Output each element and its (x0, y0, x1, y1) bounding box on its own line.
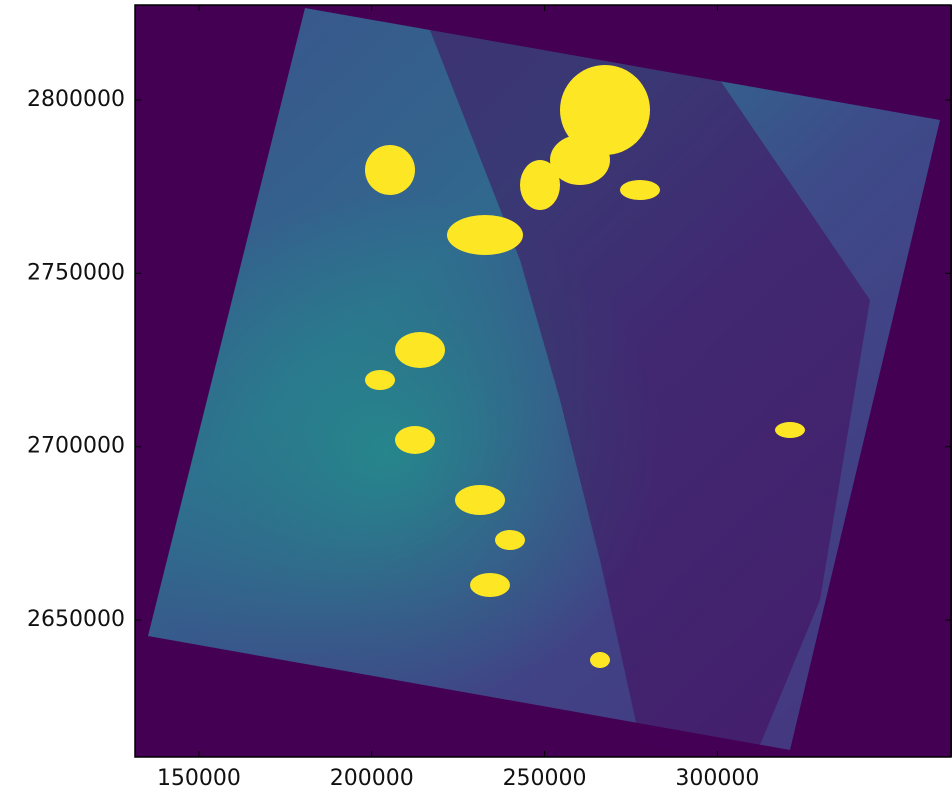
x-tick-label: 200000 (330, 766, 414, 791)
x-tick-label: 150000 (157, 766, 241, 791)
y-tick-label: 2650000 (27, 607, 125, 632)
chart: 150000 200000 250000 300000 2650000 2700000 27… (0, 0, 952, 793)
raster (135, 5, 952, 760)
x-tick-label: 300000 (675, 766, 759, 791)
y-tick-label: 2800000 (27, 87, 125, 112)
y-tick-label: 2750000 (27, 260, 125, 285)
page: 150000 200000 250000 300000 2650000 2700000 27… (0, 0, 952, 797)
x-tick-label: 250000 (503, 766, 587, 791)
y-tick-label: 2700000 (27, 434, 125, 459)
